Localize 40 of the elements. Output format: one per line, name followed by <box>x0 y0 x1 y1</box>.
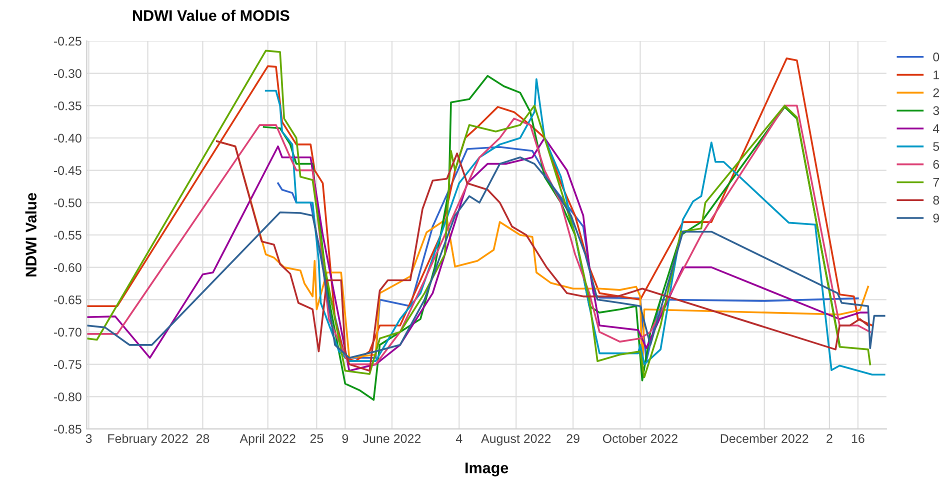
x-tick-label: August 2022 <box>481 434 551 446</box>
x-tick-label: February 2022 <box>108 434 188 446</box>
x-tick-label: October 2022 <box>602 434 678 444</box>
y-tick-label: -0.65 <box>54 295 82 304</box>
y-tick-label: -0.80 <box>54 392 82 402</box>
chart-title: NDWI Value of MODIS <box>133 10 290 21</box>
y-tick-label: -0.30 <box>54 69 82 78</box>
y-tick-label: -0.25 <box>54 36 82 46</box>
x-tick-label: December 2022 <box>720 434 808 444</box>
y-tick-label: -0.75 <box>54 360 82 369</box>
legend-label: 6 <box>933 160 940 169</box>
legend-label: 2 <box>933 88 939 98</box>
y-tick-label: -0.45 <box>54 166 82 175</box>
legend-label: 3 <box>933 106 940 116</box>
x-tick-label: 29 <box>566 434 580 444</box>
legend-label: 1 <box>934 70 940 80</box>
x-tick-label: 4 <box>456 434 462 443</box>
y-tick-label: -0.35 <box>54 101 82 110</box>
y-tick-label: -0.50 <box>54 198 82 208</box>
x-tick-label: 3 <box>86 434 92 444</box>
y-tick-label: -0.40 <box>54 134 82 143</box>
x-tick-label: April 2022 <box>240 434 296 446</box>
legend-label: 7 <box>933 178 939 187</box>
x-tick-label: 2 <box>826 434 832 443</box>
x-tick-label: 16 <box>852 434 864 444</box>
x-axis-title: Image <box>466 462 508 476</box>
x-tick-label: 9 <box>342 434 348 444</box>
y-tick-label: -0.55 <box>54 230 82 240</box>
legend-label: 4 <box>932 124 940 133</box>
y-axis-title: NDWI Value <box>25 193 36 276</box>
legend-label: 5 <box>933 142 940 151</box>
legend-label: 8 <box>933 196 940 205</box>
x-tick-label: June 2022 <box>362 434 421 444</box>
x-tick-label: 28 <box>196 434 210 444</box>
y-tick-label: -0.60 <box>54 263 82 272</box>
y-tick-label: -0.85 <box>54 424 82 434</box>
y-tick-label: -0.70 <box>54 328 82 337</box>
legend-label: 9 <box>933 214 940 223</box>
legend-label: 0 <box>933 52 940 62</box>
x-tick-label: 25 <box>310 434 324 444</box>
